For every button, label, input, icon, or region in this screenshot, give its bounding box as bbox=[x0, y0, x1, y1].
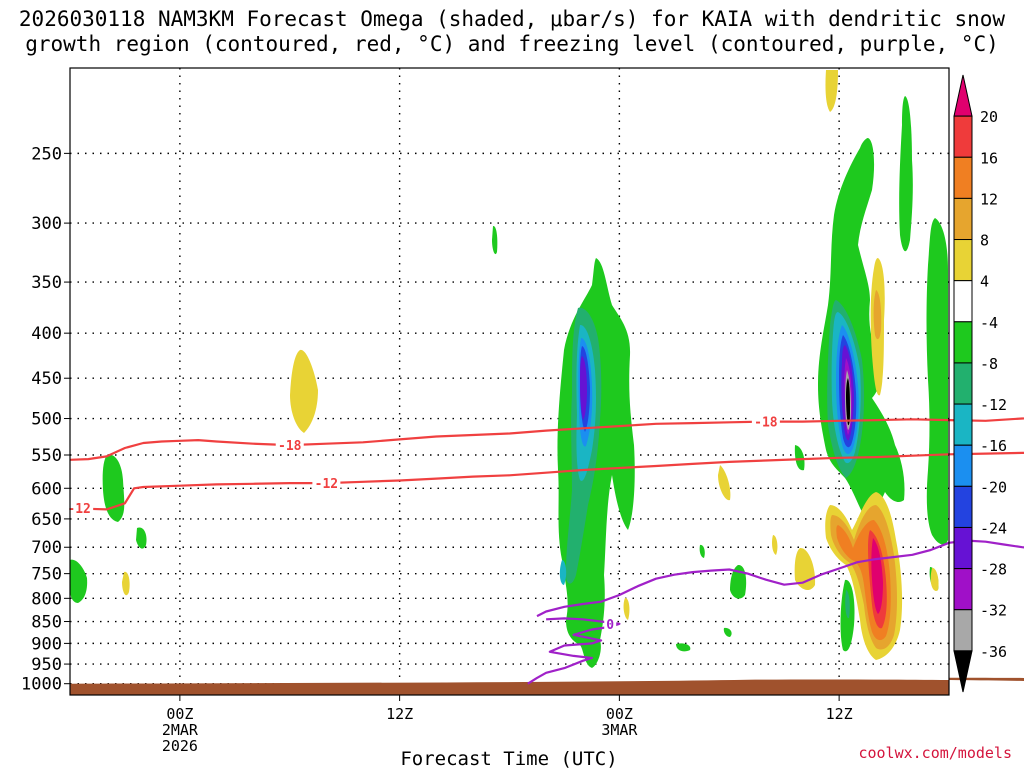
colorbar-band bbox=[953, 568, 973, 611]
colorbar-band bbox=[953, 115, 973, 158]
colorbar-band bbox=[953, 526, 973, 570]
colorbar-label: -32 bbox=[980, 602, 1007, 620]
y-tick-label: 500 bbox=[31, 410, 62, 430]
colorbar: 20 16 12 8 4 -4 -8 -12 -16 -20 -24 -28 -32 -36 bbox=[953, 74, 1007, 693]
contour-label-bg bbox=[312, 476, 341, 491]
y-tick-label: 950 bbox=[31, 655, 62, 675]
omega-shading bbox=[70, 70, 948, 668]
omega-column-4mar bbox=[845, 590, 850, 619]
colorbar-label: 12 bbox=[980, 190, 998, 208]
contour-label: -12 bbox=[67, 502, 90, 517]
y-tick-labels: 2503003504004505005506006507007508008509… bbox=[21, 144, 70, 695]
plot-frame bbox=[69, 67, 950, 696]
omega-blob bbox=[930, 567, 939, 591]
colorbar-band bbox=[953, 239, 973, 282]
contour-label-bg bbox=[604, 616, 617, 631]
colorbar-band bbox=[953, 280, 973, 323]
credit-watermark: coolwx.com/models bbox=[858, 744, 1012, 762]
omega-blob bbox=[676, 643, 691, 652]
omega-blob bbox=[136, 527, 147, 549]
y-tick-label: 750 bbox=[31, 565, 62, 585]
omega-core-4mar bbox=[846, 378, 850, 426]
omega-blob bbox=[699, 544, 705, 558]
x-tick-labels: 00Z2MAR202612Z00Z3MAR12Z00Z4MAR bbox=[162, 695, 853, 755]
y-tick-label: 900 bbox=[31, 634, 62, 654]
colorbar-band bbox=[953, 444, 973, 487]
colorbar-label: -20 bbox=[980, 478, 1007, 496]
colorbar-label: 8 bbox=[980, 232, 989, 250]
y-tick-label: 650 bbox=[31, 510, 62, 530]
omega-column-3mar bbox=[559, 560, 567, 585]
colorbar-label: -4 bbox=[980, 314, 998, 332]
colorbar-label: -24 bbox=[980, 519, 1007, 537]
y-tick-label: 850 bbox=[31, 613, 62, 633]
omega-blob bbox=[492, 225, 498, 255]
omega-blob bbox=[772, 535, 778, 555]
omega-column-4mar bbox=[926, 218, 948, 545]
y-tick-label: 700 bbox=[31, 538, 62, 558]
plot-area bbox=[70, 68, 949, 695]
colorbar-cap-bottom bbox=[953, 650, 973, 693]
contour-label-bg bbox=[751, 414, 780, 429]
freezing-level-upper bbox=[536, 539, 1024, 618]
omega-blob bbox=[873, 290, 882, 340]
colorbar-label: -28 bbox=[980, 561, 1007, 579]
chart-title-line-1: 2026030118 NAM3KM Forecast Omega (shaded… bbox=[18, 7, 1006, 31]
x-tick-label: 12Z bbox=[826, 705, 853, 723]
contour-label: 0 bbox=[606, 618, 614, 633]
colorbar-band bbox=[953, 321, 973, 364]
y-tick-label: 350 bbox=[31, 273, 62, 293]
freezing-level-lower bbox=[527, 617, 621, 685]
x-tick-label: 12Z bbox=[386, 705, 413, 723]
colorbar-band bbox=[953, 609, 973, 652]
y-tick-label: 450 bbox=[31, 369, 62, 389]
omega-blob bbox=[723, 627, 732, 637]
omega-core-4mar-positive bbox=[871, 538, 883, 614]
contour-label-bg bbox=[65, 501, 94, 516]
y-tick-label: 300 bbox=[31, 214, 62, 234]
colorbar-cap-top bbox=[953, 74, 973, 117]
omega-blob bbox=[122, 571, 130, 596]
x-tick-label: 00Z bbox=[606, 705, 633, 723]
omega-blob bbox=[290, 349, 318, 433]
omega-blob bbox=[794, 445, 805, 471]
contour-label: -12 bbox=[315, 477, 338, 492]
x-tick-label: 00Z bbox=[166, 705, 193, 723]
y-tick-label: 550 bbox=[31, 446, 62, 466]
ground-terrain bbox=[70, 677, 1024, 695]
contour-labels: -18-18-12-12-1200 bbox=[65, 414, 780, 633]
colorbar-band bbox=[953, 156, 973, 199]
colorbar-label: -16 bbox=[980, 437, 1007, 455]
chart-title-line-2: growth region (contoured, red, °C) and f… bbox=[25, 32, 999, 56]
colorbar-band bbox=[953, 362, 973, 405]
colorbar-label: 20 bbox=[980, 108, 998, 126]
omega-blob bbox=[825, 70, 838, 112]
colorbar-band bbox=[953, 197, 973, 241]
colorbar-band bbox=[953, 403, 973, 446]
y-tick-label: 800 bbox=[31, 589, 62, 609]
x-tick-label: 2026 bbox=[162, 737, 198, 755]
y-tick-label: 400 bbox=[31, 324, 62, 344]
contour-label: -18 bbox=[278, 439, 302, 454]
colorbar-band bbox=[953, 485, 973, 528]
y-tick-label: 600 bbox=[31, 479, 62, 499]
contour-label-bg bbox=[275, 438, 304, 453]
omega-blob bbox=[70, 559, 88, 603]
colorbar-label: 4 bbox=[980, 273, 989, 291]
colorbar-label: -8 bbox=[980, 355, 998, 373]
colorbar-label: -36 bbox=[980, 643, 1007, 661]
y-tick-label: 250 bbox=[31, 144, 62, 164]
x-tick-label: 3MAR bbox=[601, 721, 638, 739]
colorbar-label: 16 bbox=[980, 149, 998, 167]
colorbar-label: -12 bbox=[980, 396, 1007, 414]
omega-column-3mar bbox=[580, 356, 587, 420]
x-axis-title: Forecast Time (UTC) bbox=[400, 748, 617, 768]
omega-column-4mar bbox=[899, 96, 913, 252]
omega-blob bbox=[623, 597, 630, 620]
y-tick-label: 1000 bbox=[21, 675, 62, 695]
contour-label: -18 bbox=[754, 416, 778, 431]
x-tick-label: 2MAR bbox=[162, 721, 199, 739]
omega-blob bbox=[718, 465, 731, 501]
